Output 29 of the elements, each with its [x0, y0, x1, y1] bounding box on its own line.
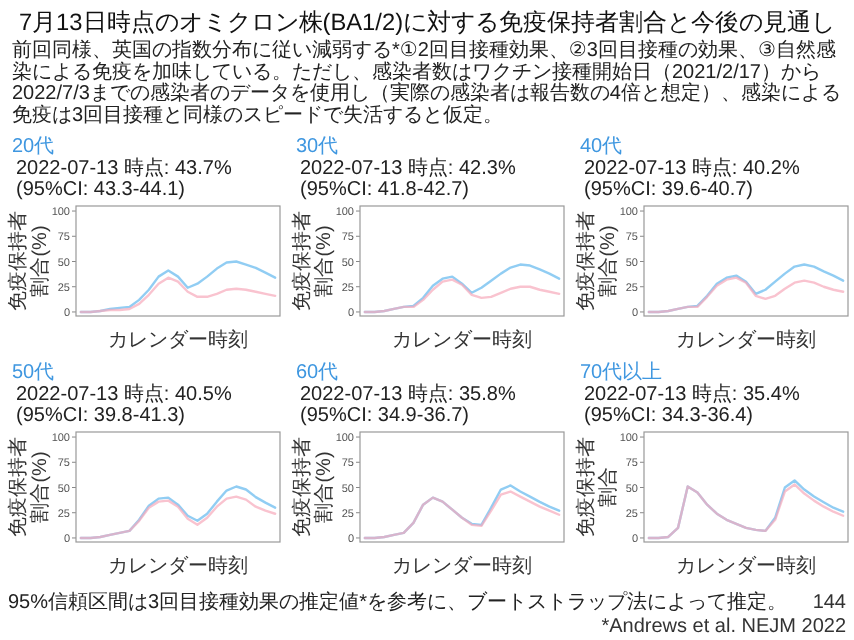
x-axis-title: カレンダー時刻: [676, 554, 816, 578]
x-axis-title: カレンダー時刻: [392, 554, 532, 578]
y-axis-title: 免疫保持者割合(%): [6, 437, 52, 537]
chart-subtitle: 2022-07-13 時点: 43.7% (95%CI: 43.3-44.1): [16, 156, 232, 201]
text: 前回同様、英国の指数分布に従い減弱する*①2回目接種効果、②3回目接種の効果、③自然感染による免疫を加味している。ただし、感染者数はワクチン接種開始日（2021/2/17）から2022/7/3までの感染者のデータを使用し（実際の感染者は報告数の4倍と想定）、感染による免疫は3回目接種と同様のスピードで失活すると仮定。: [12, 38, 841, 127]
x-axis-title: カレンダー時刻: [676, 328, 816, 352]
y-axis-title: 免疫保持者割合: [574, 437, 620, 537]
x-axis-title: カレンダー時刻: [392, 328, 532, 352]
y-axis-title: 免疫保持者割合(%): [574, 211, 620, 311]
chart-title: 30代: [296, 136, 339, 158]
chart-subtitle: 2022-07-13 時点: 35.8% (95%CI: 34.9-36.7): [300, 382, 516, 427]
chart-title: 70代以上: [580, 360, 663, 384]
text: *Andrews et al. NEJM 2022: [601, 616, 847, 638]
x-axis-title: カレンダー時刻: [108, 554, 248, 578]
y-axis-title: 免疫保持者割合(%): [290, 437, 336, 537]
chart-title: 50代: [12, 362, 55, 384]
x-axis-title: カレンダー時刻: [108, 328, 248, 352]
chart-subtitle: 2022-07-13 時点: 35.4% (95%CI: 34.3-36.4): [584, 382, 800, 427]
text: 7月13日時点のオミクロン株(BA1/2)に対する免疫保持者割合と今後の見通し: [18, 8, 836, 36]
chart-title: 40代: [580, 136, 623, 158]
y-axis-title: 免疫保持者割合(%): [290, 211, 336, 311]
chart-title: 60代: [296, 362, 339, 384]
chart-subtitle: 2022-07-13 時点: 40.5% (95%CI: 39.8-41.3): [16, 382, 232, 427]
chart-subtitle: 2022-07-13 時点: 42.3% (95%CI: 41.8-42.7): [300, 156, 516, 201]
chart-subtitle: 2022-07-13 時点: 40.2% (95%CI: 39.6-40.7): [584, 156, 800, 201]
y-axis-title: 免疫保持者割合(%): [6, 211, 52, 311]
text: 95%信頼区間は3回目接種効果の推定値*を参考に、ブートストラップ法によって推定。: [8, 590, 787, 614]
text: 144: [812, 592, 847, 614]
chart-title: 20代: [12, 136, 55, 158]
